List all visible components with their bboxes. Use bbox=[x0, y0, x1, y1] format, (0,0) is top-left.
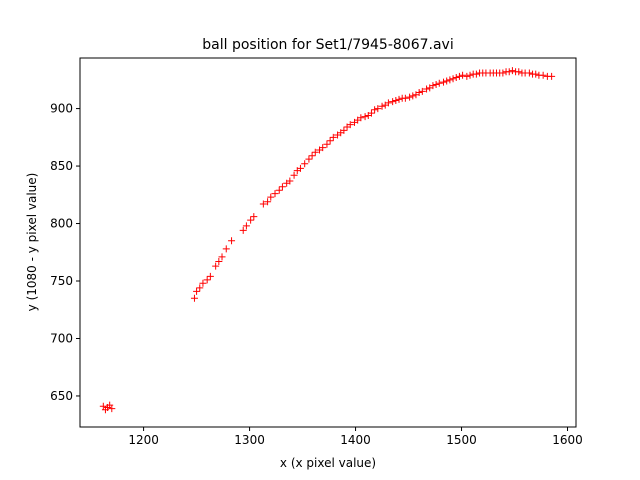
data-point bbox=[296, 164, 304, 172]
y-tick-label: 650 bbox=[50, 389, 73, 403]
data-point bbox=[499, 69, 507, 77]
y-tick-label: 900 bbox=[50, 102, 73, 116]
data-point bbox=[215, 257, 223, 265]
data-point bbox=[340, 126, 348, 134]
data-point bbox=[301, 160, 309, 168]
points-layer bbox=[99, 67, 556, 414]
data-point bbox=[432, 80, 440, 88]
plot-area: 1200 1300 1400 1500 1600 650 700 750 800 850 900 bbox=[50, 57, 583, 447]
data-point bbox=[228, 237, 236, 245]
x-axis-label: x (x pixel value) bbox=[280, 456, 376, 470]
data-point bbox=[212, 262, 220, 270]
data-point bbox=[259, 200, 267, 208]
data-point bbox=[305, 155, 313, 163]
y-axis-label: y (1080 - y pixel value) bbox=[25, 173, 39, 312]
data-point bbox=[423, 85, 431, 93]
data-point bbox=[401, 94, 409, 102]
data-point bbox=[508, 67, 516, 75]
data-point bbox=[329, 133, 337, 141]
data-point bbox=[409, 92, 417, 100]
y-tick-label: 850 bbox=[50, 159, 73, 173]
data-point bbox=[190, 294, 198, 302]
axes-frame bbox=[79, 57, 577, 428]
data-point bbox=[319, 144, 327, 152]
x-axis: 1200 1300 1400 1500 1600 bbox=[128, 427, 583, 447]
data-point bbox=[449, 75, 457, 83]
y-tick-label: 800 bbox=[50, 217, 73, 231]
data-point bbox=[193, 287, 201, 295]
data-point bbox=[199, 279, 207, 287]
data-point bbox=[203, 276, 211, 284]
data-point bbox=[308, 152, 316, 160]
data-point bbox=[242, 222, 250, 230]
data-point bbox=[505, 68, 513, 76]
data-point bbox=[463, 72, 471, 80]
data-point bbox=[539, 71, 547, 79]
x-tick-label: 1500 bbox=[446, 433, 477, 447]
x-tick-label: 1200 bbox=[128, 433, 159, 447]
data-point bbox=[443, 77, 451, 85]
data-point bbox=[532, 70, 540, 78]
data-point bbox=[275, 186, 283, 194]
data-point bbox=[206, 272, 214, 280]
data-point bbox=[435, 79, 443, 87]
data-point bbox=[222, 245, 230, 253]
data-point bbox=[415, 88, 423, 96]
data-point bbox=[326, 137, 334, 145]
data-point bbox=[290, 171, 298, 179]
x-tick-label: 1400 bbox=[340, 433, 371, 447]
data-point bbox=[357, 114, 365, 122]
data-point bbox=[452, 74, 460, 82]
data-point bbox=[472, 70, 480, 78]
data-point bbox=[429, 82, 437, 90]
data-point bbox=[459, 71, 467, 79]
data-point bbox=[389, 98, 397, 106]
data-point bbox=[367, 109, 375, 117]
data-point bbox=[406, 93, 414, 101]
data-point bbox=[455, 72, 463, 80]
data-point bbox=[548, 72, 556, 80]
x-tick-label: 1300 bbox=[234, 433, 265, 447]
data-point bbox=[371, 106, 379, 114]
data-point bbox=[392, 97, 400, 105]
data-point bbox=[323, 140, 331, 148]
data-point bbox=[384, 99, 392, 107]
data-point bbox=[108, 405, 116, 413]
data-point bbox=[278, 183, 286, 191]
data-point bbox=[466, 71, 474, 79]
data-point bbox=[286, 177, 294, 185]
chart-title: ball position for Set1/7945-8067.avi bbox=[202, 37, 453, 53]
data-point bbox=[361, 113, 369, 121]
y-tick-label: 700 bbox=[50, 331, 73, 345]
data-point bbox=[395, 95, 403, 103]
data-point bbox=[267, 193, 275, 201]
data-point bbox=[378, 102, 386, 110]
data-point bbox=[239, 226, 247, 234]
data-point bbox=[446, 76, 454, 84]
data-point bbox=[264, 198, 272, 206]
data-point bbox=[250, 213, 258, 221]
data-point bbox=[346, 121, 354, 129]
data-point bbox=[515, 68, 523, 76]
data-point bbox=[247, 216, 255, 224]
data-point bbox=[374, 105, 382, 113]
data-point bbox=[271, 190, 279, 198]
data-point bbox=[525, 69, 533, 77]
y-tick-label: 750 bbox=[50, 274, 73, 288]
data-point bbox=[418, 87, 426, 95]
data-point bbox=[311, 148, 319, 156]
y-axis: 650 700 750 800 850 900 bbox=[50, 102, 80, 403]
x-tick-label: 1600 bbox=[552, 433, 583, 447]
data-point bbox=[440, 78, 448, 86]
data-point bbox=[218, 253, 226, 261]
data-point bbox=[196, 284, 204, 292]
